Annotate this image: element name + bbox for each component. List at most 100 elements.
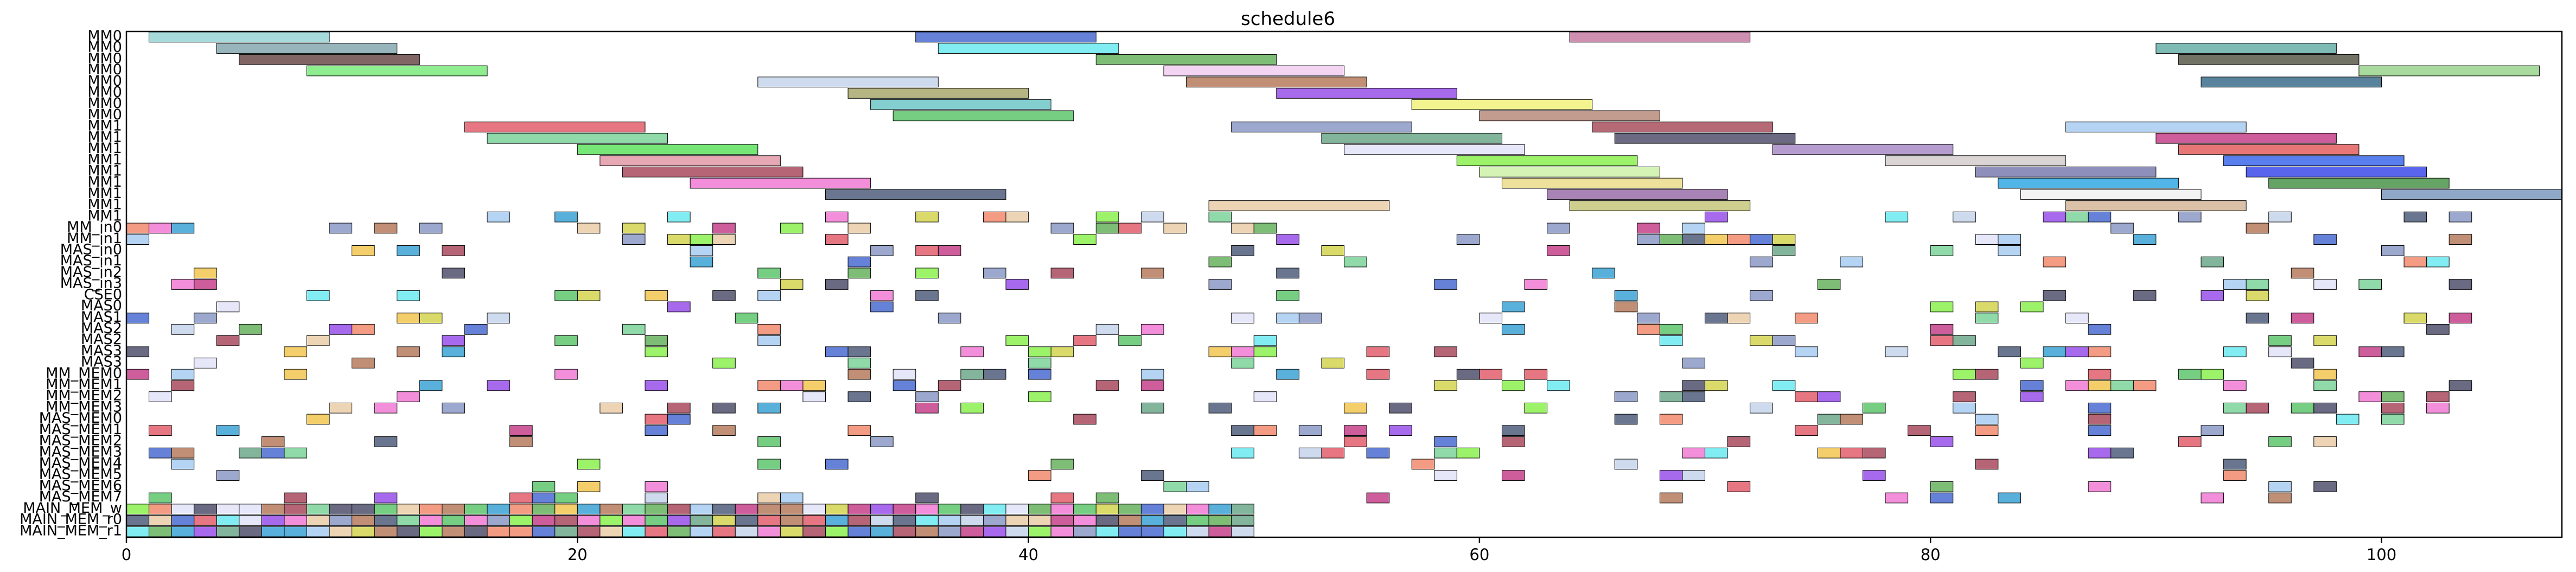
task-bar-168	[2133, 290, 2157, 301]
task-bar-511	[1050, 504, 1074, 515]
task-bar-483	[419, 504, 443, 515]
task-bar-499	[780, 504, 804, 515]
task-bar-528	[307, 515, 330, 526]
task-bar-522	[171, 515, 195, 526]
task-bar-189	[1231, 313, 1254, 323]
task-bar-614	[1118, 526, 1142, 537]
task-bar-61	[2088, 211, 2112, 223]
x-tick-label: 80	[1921, 545, 1941, 564]
x-tick-label: 60	[1469, 545, 1489, 564]
task-bar-290	[1953, 368, 1976, 380]
task-bar-182	[870, 301, 894, 313]
task-bar-532	[397, 515, 420, 526]
task-bar-413	[1321, 447, 1345, 459]
task-bar-174	[915, 290, 939, 301]
task-bar-66	[2043, 211, 2067, 223]
task-bar-579	[329, 526, 353, 537]
task-bar-615	[1140, 526, 1164, 537]
task-bar-80	[419, 223, 443, 234]
task-bar-414	[1366, 447, 1390, 459]
task-bar-340	[1344, 402, 1367, 414]
task-bar-317	[1140, 380, 1164, 391]
task-bar-489	[554, 504, 578, 515]
task-bar-373	[1073, 414, 1096, 425]
task-bar-563	[1095, 515, 1119, 526]
y-tick-label: MM1	[87, 196, 122, 213]
task-bar-161	[171, 279, 195, 290]
task-bar-591	[600, 526, 623, 537]
task-bar-216	[1637, 323, 1660, 335]
task-bar-420	[2110, 447, 2134, 459]
task-bar-43	[1998, 177, 2179, 189]
task-bar-399	[2178, 436, 2202, 447]
task-bar-371	[645, 414, 668, 425]
task-bar-583	[419, 526, 443, 537]
task-bar-145	[1140, 268, 1164, 279]
task-bar-385	[1795, 425, 1818, 436]
task-bar-574	[216, 526, 240, 537]
task-bar-544	[667, 515, 691, 526]
task-bar-590	[577, 526, 601, 537]
task-bar-310	[2449, 380, 2472, 391]
task-bar-464	[554, 492, 578, 504]
task-bar-164	[2201, 290, 2224, 301]
task-bar-524	[216, 515, 240, 526]
task-bar-64	[2268, 211, 2292, 223]
task-bar-218	[1501, 323, 1525, 335]
task-bar-194	[735, 313, 758, 323]
task-bar-129	[1208, 256, 1232, 268]
task-bar-406	[1298, 447, 1322, 459]
task-bar-172	[645, 290, 668, 301]
task-bar-248	[442, 346, 465, 358]
task-bar-345	[712, 402, 736, 414]
task-bar-94	[1727, 234, 1751, 245]
task-bar-521	[149, 515, 172, 526]
task-bar-553	[870, 515, 894, 526]
task-bar-105	[126, 234, 150, 245]
task-bar-89	[1253, 223, 1277, 234]
task-bar-518	[1208, 504, 1232, 515]
y-tick-label: MM_MEM0	[46, 365, 122, 382]
task-bar-361	[1389, 402, 1412, 414]
x-tick-label: 100	[2367, 545, 2396, 564]
y-tick-label: MAS_MEM5	[39, 466, 122, 483]
task-bar-616	[1163, 526, 1187, 537]
task-bar-229	[1659, 335, 1683, 346]
task-bar-438	[1501, 470, 1525, 481]
task-bar-134	[2403, 256, 2427, 268]
task-bar-142	[983, 268, 1006, 279]
task-bar-31	[1772, 144, 1954, 155]
task-bar-263	[2223, 346, 2247, 358]
task-bar-580	[352, 526, 375, 537]
task-bar-471	[149, 504, 172, 515]
task-bar-381	[1975, 425, 1999, 436]
task-bar-459	[374, 492, 398, 504]
task-bar-603	[870, 526, 894, 537]
task-bar-322	[1795, 391, 1818, 402]
task-bar-90	[577, 223, 601, 234]
task-bar-602	[847, 526, 871, 537]
task-bar-100	[2313, 234, 2337, 245]
task-bar-552	[847, 515, 871, 526]
task-bar-41	[690, 177, 871, 189]
task-bar-426	[171, 459, 195, 470]
task-bar-573	[194, 526, 217, 537]
task-bar-594	[667, 526, 691, 537]
task-bar-106	[1772, 234, 1796, 245]
task-bar-260	[284, 346, 308, 358]
task-bar-191	[1727, 313, 1751, 323]
task-bar-17	[870, 99, 1051, 110]
task-bar-2	[1569, 31, 1751, 43]
task-bar-101	[690, 234, 713, 245]
task-bar-397	[2268, 436, 2292, 447]
task-bar-79	[1118, 223, 1142, 234]
task-bar-276	[1479, 368, 1502, 380]
y-tick-label: MM0	[87, 95, 122, 112]
task-bar-75	[329, 223, 353, 234]
task-bar-618	[1208, 526, 1232, 537]
task-bar-279	[1028, 368, 1051, 380]
y-tick-label: MM_in1	[67, 230, 122, 247]
task-bar-533	[419, 515, 443, 526]
task-bar-312	[487, 380, 511, 391]
task-bar-404	[374, 436, 398, 447]
